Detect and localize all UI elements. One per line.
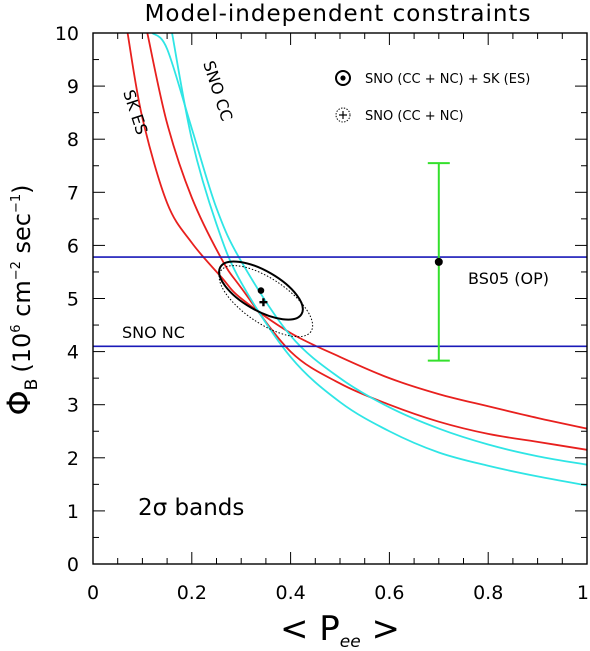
combined-contour	[218, 260, 304, 321]
y-tick-label: 3	[67, 395, 79, 417]
y-tick-label: 7	[67, 182, 79, 204]
y-tick-label: 2	[67, 448, 79, 470]
bs05-point	[434, 257, 443, 266]
sk-es-label: SK ES	[119, 87, 151, 137]
sno-cc-label: SNO CC	[199, 58, 236, 123]
plot-series	[93, 33, 587, 487]
y-tick-label: 8	[67, 129, 79, 151]
x-axis-label: < Pee >	[280, 609, 400, 651]
sno-nc-label: SNO NC	[122, 323, 185, 342]
band-note: 2σ bands	[138, 495, 244, 521]
axis-ticks: 0 1 2 3 4 5 6 7 8 9 10 0 0.2 0.4 0.6 0.8 1	[55, 23, 589, 604]
y-tick-label: 9	[67, 76, 79, 98]
y-tick-label: 0	[67, 554, 79, 576]
plot-frame	[92, 32, 588, 565]
bs05-label: BS05 (OP)	[468, 269, 549, 288]
x-tick-label: 1	[577, 582, 589, 604]
sk-es-curve-0	[126, 33, 587, 430]
y-tick-label: 6	[67, 235, 79, 257]
y-tick-label: 5	[67, 289, 79, 311]
legend-entry-sno: SNO (CC + NC)	[365, 109, 464, 124]
sno-contour	[218, 265, 314, 338]
sno-cc-curve-2	[151, 33, 587, 466]
x-tick-label: 0.2	[177, 582, 207, 604]
y-tick-label: 10	[55, 23, 79, 45]
x-tick-label: 0.4	[275, 582, 305, 604]
legend-dot-circle-icon	[335, 70, 351, 86]
legend-cross-icon	[339, 111, 347, 119]
best-fit-sno-point	[259, 298, 268, 307]
legend: SNO (CC + NC) + SK (ES) SNO (CC + NC)	[335, 70, 530, 124]
x-tick-label: 0.8	[473, 582, 503, 604]
legend-dot-icon	[340, 75, 346, 81]
y-tick-label: 1	[67, 501, 79, 523]
legend-dotted-circle-icon	[335, 107, 351, 123]
plot-area	[93, 33, 587, 487]
chart-title: Model-independent constraints	[145, 1, 532, 27]
x-tick-label: 0.6	[374, 582, 404, 604]
legend-entry-combined: SNO (CC + NC) + SK (ES)	[365, 72, 530, 87]
best-fit-combined-point	[257, 287, 265, 294]
sno-cc-curve-3	[171, 33, 587, 487]
sk-es-curve-1	[146, 33, 587, 451]
y-axis-label: ΦB(106 cm−2 sec−1)	[0, 184, 42, 415]
y-tick-label: 4	[67, 342, 79, 364]
x-tick-label: 0	[87, 582, 99, 604]
